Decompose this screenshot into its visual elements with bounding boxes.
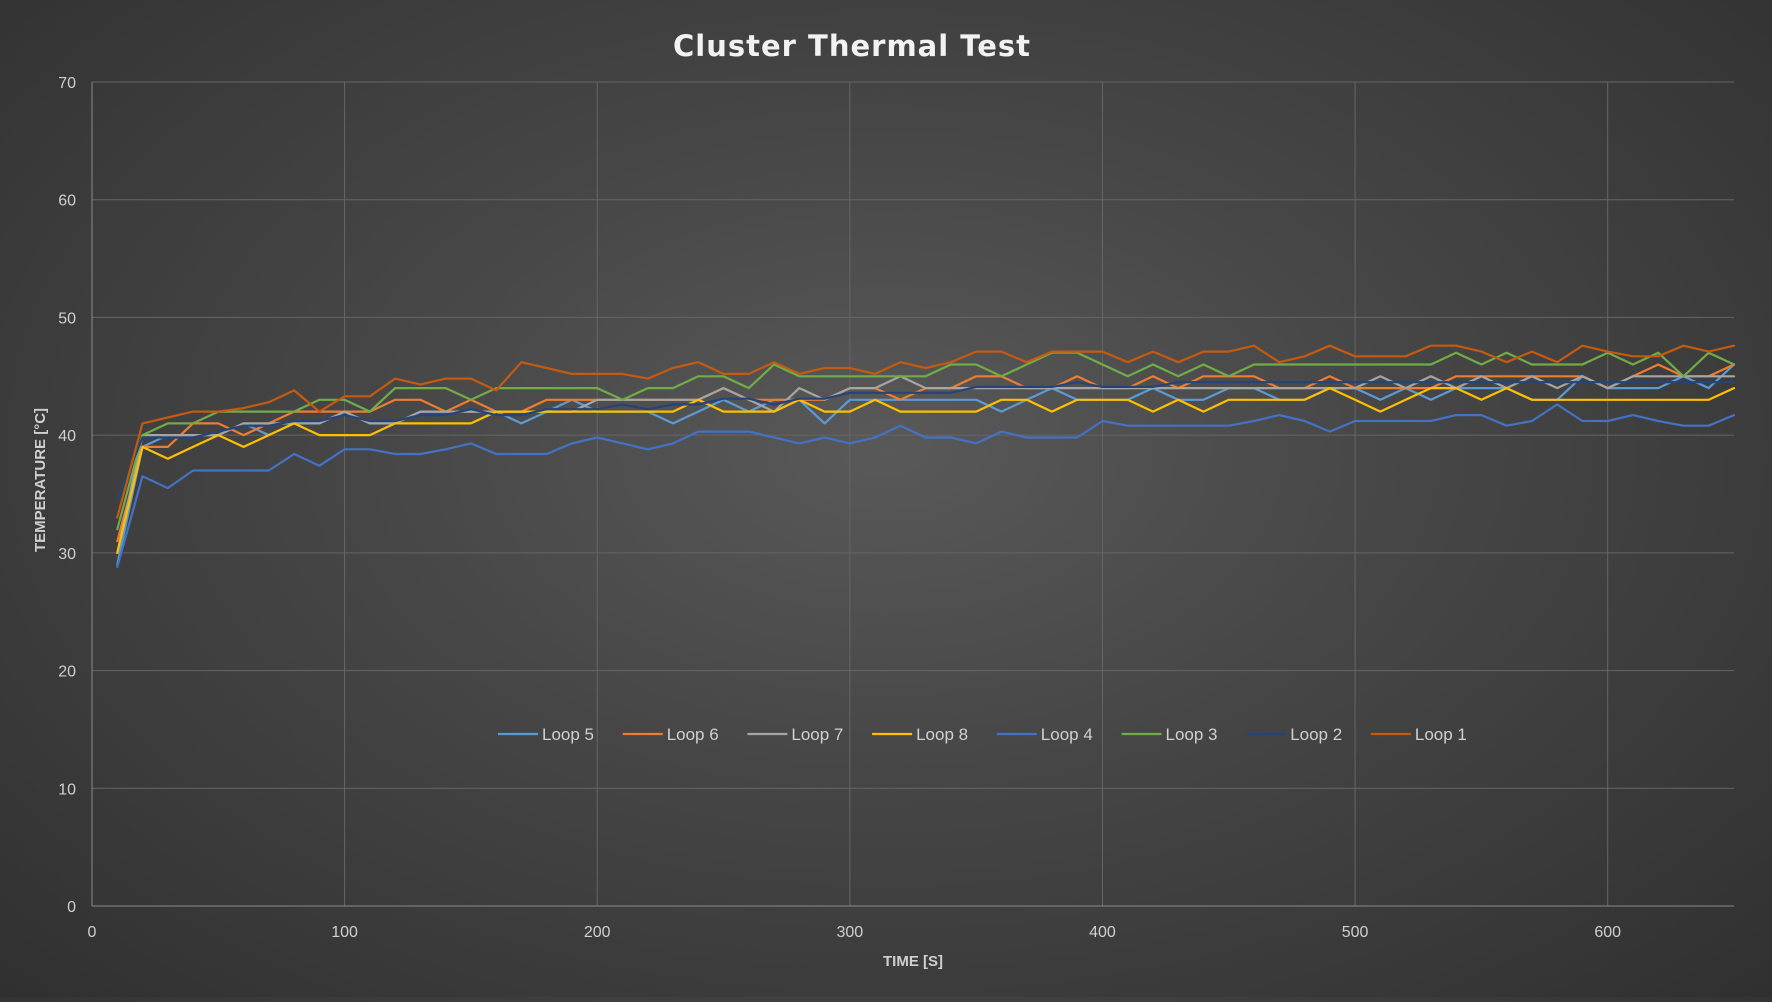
series-line-loop-6 (116, 363, 1736, 543)
series-line-loop-8 (116, 387, 1736, 555)
y-tick-label: 40 (58, 428, 76, 445)
legend-label: Loop 3 (1166, 725, 1218, 744)
series-line-loop-1 (116, 344, 1736, 519)
series-line-loop-2 (116, 381, 1736, 501)
x-tick-label: 0 (88, 924, 97, 941)
y-tick-label: 70 (58, 75, 76, 92)
x-tick-label: 600 (1594, 924, 1621, 941)
legend-label: Loop 2 (1290, 725, 1342, 744)
legend-item[interactable]: Loop 8 (872, 725, 968, 744)
x-tick-label: 200 (584, 924, 611, 941)
series-line-loop-3 (116, 351, 1736, 531)
legend-item[interactable]: Loop 1 (1370, 725, 1467, 744)
legend-item[interactable]: Loop 7 (747, 725, 843, 744)
legend-label: Loop 6 (667, 725, 719, 744)
y-tick-label: 0 (67, 899, 76, 916)
y-tick-label: 60 (58, 193, 76, 210)
y-tick-label: 50 (58, 310, 76, 327)
x-tick-label: 100 (331, 924, 358, 941)
legend-item[interactable]: Loop 2 (1246, 725, 1342, 744)
x-axis-label: TIME [S] (883, 953, 943, 970)
x-tick-label: 300 (836, 924, 863, 941)
y-tick-label: 10 (58, 781, 76, 798)
chart-title: Cluster Thermal Test (673, 29, 1031, 63)
legend-label: Loop 8 (916, 725, 968, 744)
y-tick-label: 30 (58, 546, 76, 563)
x-tick-label: 500 (1342, 924, 1369, 941)
y-tick-label: 20 (58, 664, 76, 681)
legend-item[interactable]: Loop 3 (1121, 725, 1218, 744)
x-tick-label: 400 (1089, 924, 1116, 941)
legend-label: Loop 7 (791, 725, 843, 744)
legend-item[interactable]: Loop 5 (498, 725, 594, 744)
series-line-loop-7 (116, 375, 1736, 555)
y-axis-label: TEMPERATURE [°C] (32, 408, 49, 552)
legend-label: Loop 1 (1415, 725, 1467, 744)
legend-item[interactable]: Loop 6 (622, 725, 719, 744)
legend-label: Loop 5 (542, 725, 594, 744)
legend-item[interactable]: Loop 4 (996, 725, 1093, 744)
series-line-loop-4 (116, 403, 1736, 569)
legend-label: Loop 4 (1041, 725, 1093, 744)
